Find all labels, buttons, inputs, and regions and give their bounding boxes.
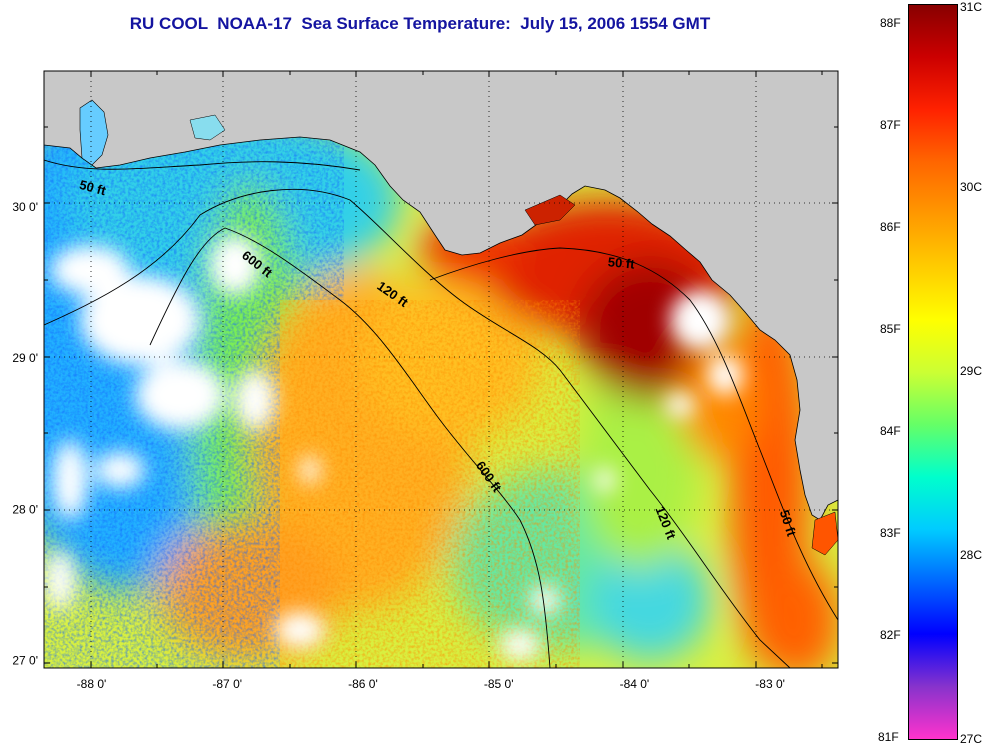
cloud-mask — [45, 235, 743, 660]
x-tick-label: -88 0' — [77, 677, 107, 691]
colorbar-f-label: 84F — [880, 424, 901, 438]
x-tick-label: -86 0' — [348, 677, 378, 691]
colorbar-f-label: 86F — [880, 220, 901, 234]
x-tick-label: -83 0' — [755, 677, 785, 691]
colorbar-c-label: 29C — [960, 364, 983, 378]
contour-50ft-west — [44, 159, 361, 171]
colorbar-c-label: 28C — [960, 548, 983, 562]
y-tick-label: 28 0' — [12, 502, 38, 516]
x-tick-label: -87 0' — [212, 677, 242, 691]
colorbar-f-label: 87F — [880, 118, 901, 132]
x-tick-label: -85 0' — [484, 677, 514, 691]
tampa-bay-water — [811, 511, 838, 556]
map-frame — [43, 70, 839, 669]
colorbar-f-label: 83F — [880, 526, 901, 540]
x-tick-label: -84 0' — [620, 677, 650, 691]
y-tick-label: 30 0' — [12, 200, 38, 214]
contour-600ft — [149, 227, 551, 668]
colorbar-c-label: 27C — [960, 732, 983, 746]
mobile-bay-water — [79, 99, 109, 166]
y-tick-label: 27 0' — [12, 653, 38, 667]
contour-50ft-east — [429, 247, 838, 621]
colorbar-f-label: 85F — [880, 322, 901, 336]
bathymetry-contours — [44, 159, 838, 668]
apalachee-bay-water — [524, 194, 576, 226]
page-title: RU COOL NOAA-17 Sea Surface Temperature:… — [129, 14, 711, 33]
colorbar-f-label: 88F — [880, 16, 901, 30]
colorbar-c-label: 31C — [960, 0, 983, 14]
colorbar-f-label: 82F — [880, 628, 901, 642]
speckle-orange — [280, 300, 580, 668]
axis-ticks — [44, 71, 838, 668]
contour-label: 50 ft — [78, 177, 108, 199]
contour-label: 50 ft — [607, 254, 636, 271]
pensacola-bay-water — [189, 114, 226, 141]
contour-120ft — [44, 188, 791, 668]
temperature-colorbar — [908, 4, 958, 740]
y-tick-label: 29 0' — [12, 351, 38, 365]
y-tick-labels: 30 0' 29 0' 28 0' 27 0' — [12, 200, 38, 667]
colorbar-f-label: 81F — [878, 730, 899, 744]
warm-coast-east-south — [760, 560, 838, 668]
colorbar-c-label: 30C — [960, 180, 983, 194]
cool-patch-southeast — [590, 540, 710, 660]
land-mainland — [44, 71, 838, 521]
x-tick-labels: -88 0' -87 0' -86 0' -85 0' -84 0' -83 0' — [77, 677, 785, 691]
